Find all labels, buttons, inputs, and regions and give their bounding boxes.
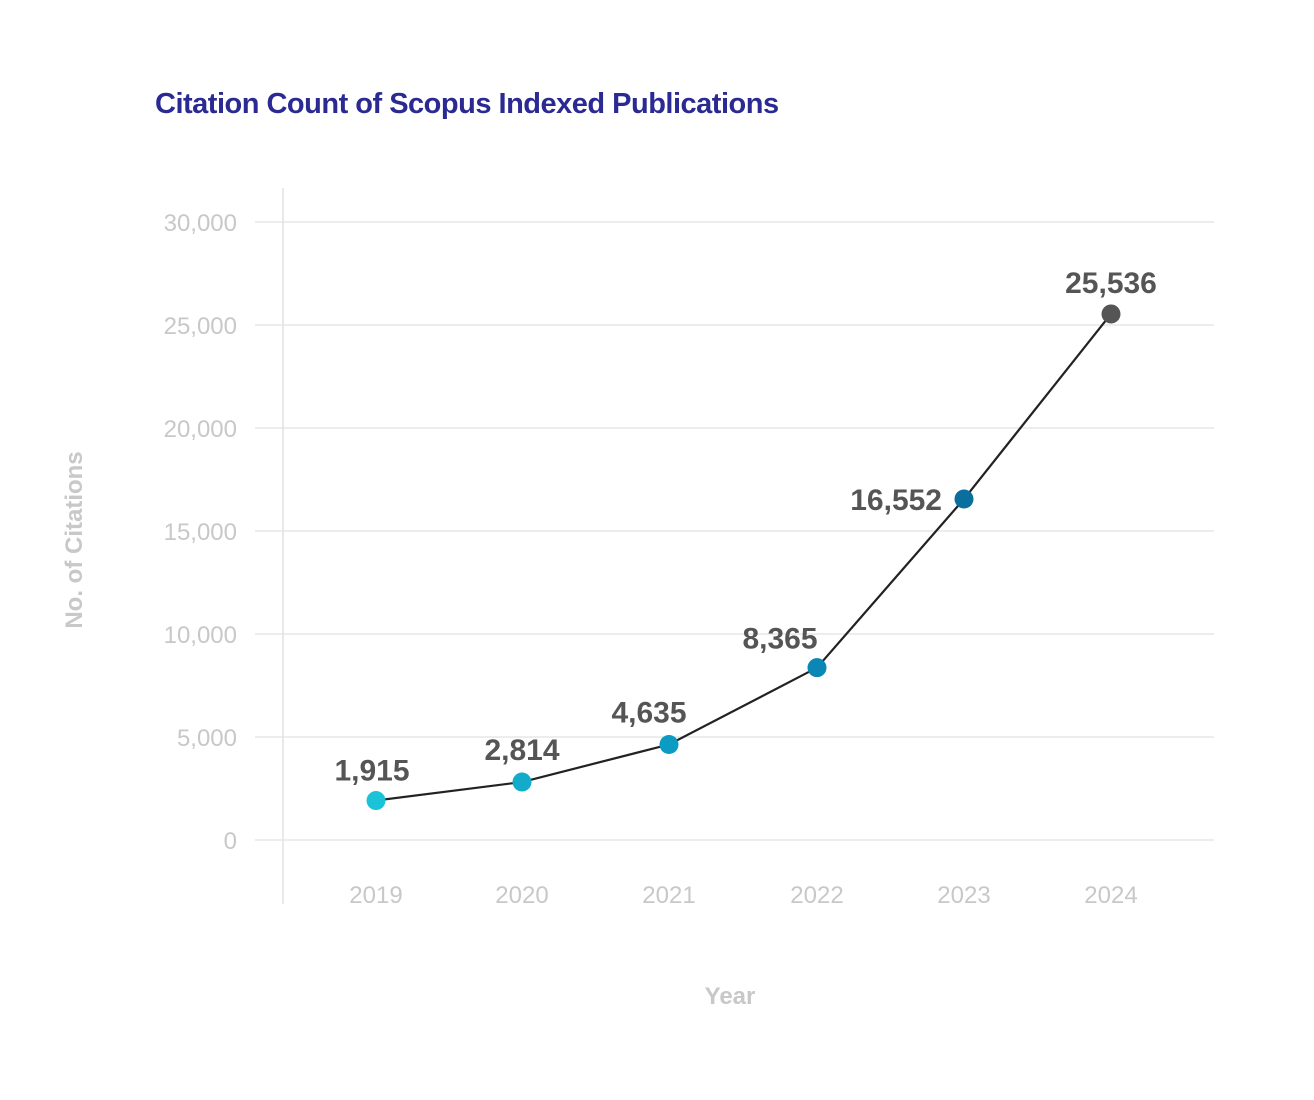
data-point: [659, 735, 679, 755]
series-citations: [366, 304, 1121, 811]
data-point: [807, 658, 827, 678]
x-axis-title: Year: [705, 983, 756, 1010]
data-point: [366, 791, 386, 811]
grid-lines: [255, 221, 1214, 841]
y-axis-title: No. of Citations: [61, 451, 88, 628]
x-tick-label: 2022: [790, 882, 843, 909]
data-label: 2,814: [484, 734, 559, 767]
data-point: [954, 489, 974, 509]
y-tick-labels: 0 5,000 10,000 15,000 20,000 25,000 30,000: [164, 210, 237, 855]
x-tick-label: 2019: [349, 882, 402, 909]
x-tick-label: 2020: [495, 882, 548, 909]
data-label: 16,552: [850, 484, 942, 517]
data-label: 25,536: [1065, 267, 1157, 300]
data-point: [512, 772, 532, 792]
data-label: 8,365: [742, 623, 817, 656]
series-line: [375, 313, 1112, 802]
y-tick-label: 0: [224, 828, 237, 855]
y-tick-label: 10,000: [164, 622, 237, 649]
data-label: 4,635: [611, 697, 686, 730]
x-tick-labels: 2019 2020 2021 2022 2023 2024: [349, 882, 1137, 909]
y-tick-label: 25,000: [164, 313, 237, 340]
x-tick-label: 2023: [937, 882, 990, 909]
y-tick-label: 5,000: [177, 725, 237, 752]
chart-title: Citation Count of Scopus Indexed Publica…: [155, 88, 779, 120]
data-labels: 1,915 2,814 4,635 8,365 16,552 25,536: [334, 267, 1156, 788]
data-label: 1,915: [334, 755, 409, 788]
y-tick-label: 30,000: [164, 210, 237, 237]
y-tick-label: 20,000: [164, 416, 237, 443]
x-tick-label: 2024: [1084, 882, 1137, 909]
x-tick-label: 2021: [642, 882, 695, 909]
data-point: [1101, 304, 1121, 324]
y-tick-label: 15,000: [164, 519, 237, 546]
